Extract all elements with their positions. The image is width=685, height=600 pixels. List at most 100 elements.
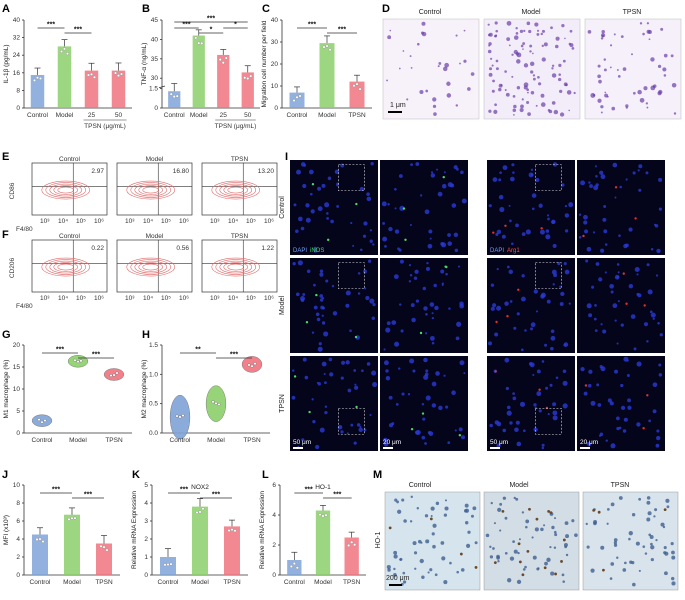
cell-dot [488, 42, 492, 46]
nucleus [614, 319, 617, 322]
flow-x-tick: 10⁵ [161, 295, 171, 302]
nucleus [337, 424, 343, 430]
x-tick-label: Model [69, 437, 87, 444]
nucleus [502, 165, 508, 171]
nucleus [585, 522, 588, 526]
nucleus [443, 513, 448, 517]
nucleus [552, 402, 557, 407]
nucleus [382, 437, 388, 443]
contour [49, 260, 83, 274]
nucleus [430, 506, 435, 511]
x-tick-label: Model [56, 112, 74, 119]
x-tick-label: TPSN [95, 579, 113, 586]
nucleus [391, 320, 397, 325]
nucleus [553, 530, 557, 534]
nucleus [587, 442, 592, 447]
nucleus [512, 392, 515, 395]
nucleus [385, 327, 391, 333]
nucleus [561, 573, 565, 577]
nucleus [541, 443, 545, 447]
y-tick-label: 2 [16, 554, 20, 561]
cell-dot [592, 94, 596, 97]
y-tick-label: 30 [271, 39, 279, 46]
cell-dot [645, 102, 649, 105]
nucleus [610, 290, 614, 294]
cell-dot [409, 55, 412, 57]
nucleus [618, 496, 623, 500]
nucleus [304, 375, 309, 380]
nucleus [336, 183, 339, 187]
nucleus [504, 357, 510, 363]
nucleus [472, 506, 477, 511]
nucleus [531, 207, 535, 211]
cell-dot [491, 89, 495, 93]
nucleus [489, 555, 494, 559]
nucleus [521, 511, 525, 514]
cell-dot [625, 106, 628, 109]
nucleus [317, 206, 323, 212]
y-tick-label: 8 [16, 87, 20, 94]
nucleus [648, 533, 652, 537]
nucleus [638, 497, 642, 501]
nucleus [643, 322, 649, 327]
nucleus [409, 273, 413, 277]
data-point [249, 74, 253, 78]
nucleus [594, 329, 598, 332]
nucleus [425, 266, 431, 271]
data-point [253, 362, 257, 366]
data-point [355, 82, 359, 86]
cell-dot [508, 44, 511, 47]
nucleus [496, 229, 502, 235]
contour [53, 185, 79, 195]
cell-dot [532, 77, 536, 81]
nucleus [309, 192, 313, 196]
nucleus [394, 229, 400, 234]
nucleus [574, 533, 578, 538]
nucleus [597, 403, 602, 407]
cell-dot [550, 26, 553, 30]
nucleus [437, 191, 443, 197]
panel-label-k: K [132, 469, 140, 481]
nucleus [623, 243, 628, 249]
nucleus [646, 517, 651, 522]
contour [134, 183, 168, 197]
nucleus [306, 269, 311, 274]
cell-dot [512, 108, 517, 113]
nucleus [291, 369, 295, 372]
nucleus [488, 204, 492, 208]
contour [126, 257, 176, 277]
nucleus [466, 543, 471, 548]
cell-dot [553, 109, 559, 115]
nucleus [324, 381, 327, 385]
data-point [347, 543, 351, 547]
stain-dot [634, 217, 637, 220]
nucleus [654, 224, 659, 228]
data-point [175, 414, 179, 418]
cell-dot [646, 22, 650, 25]
quadrant-value: 13.20 [258, 168, 275, 175]
nucleus [671, 581, 676, 586]
nucleus [506, 405, 511, 410]
cell-dot [571, 47, 575, 50]
x-tick-label: 25 [88, 112, 96, 119]
cell-dot [530, 91, 535, 95]
panel-label-g: G [2, 329, 11, 341]
nucleus [499, 502, 503, 506]
nucleus [626, 359, 629, 362]
contour [227, 263, 245, 271]
nucleus [353, 385, 359, 390]
cell-dot [673, 112, 677, 115]
i-image [290, 258, 378, 353]
flow-x-tick: 10⁴ [58, 295, 68, 302]
stain-dot [492, 231, 495, 234]
nucleus [620, 383, 624, 388]
nucleus [424, 372, 429, 377]
cell-dot [600, 37, 604, 40]
nucleus [494, 332, 499, 337]
bar-model [57, 46, 72, 108]
cell-dot [410, 67, 413, 69]
nucleus [646, 263, 650, 267]
nucleus [420, 541, 423, 544]
cell-dot [444, 62, 450, 68]
nucleus [561, 183, 565, 187]
